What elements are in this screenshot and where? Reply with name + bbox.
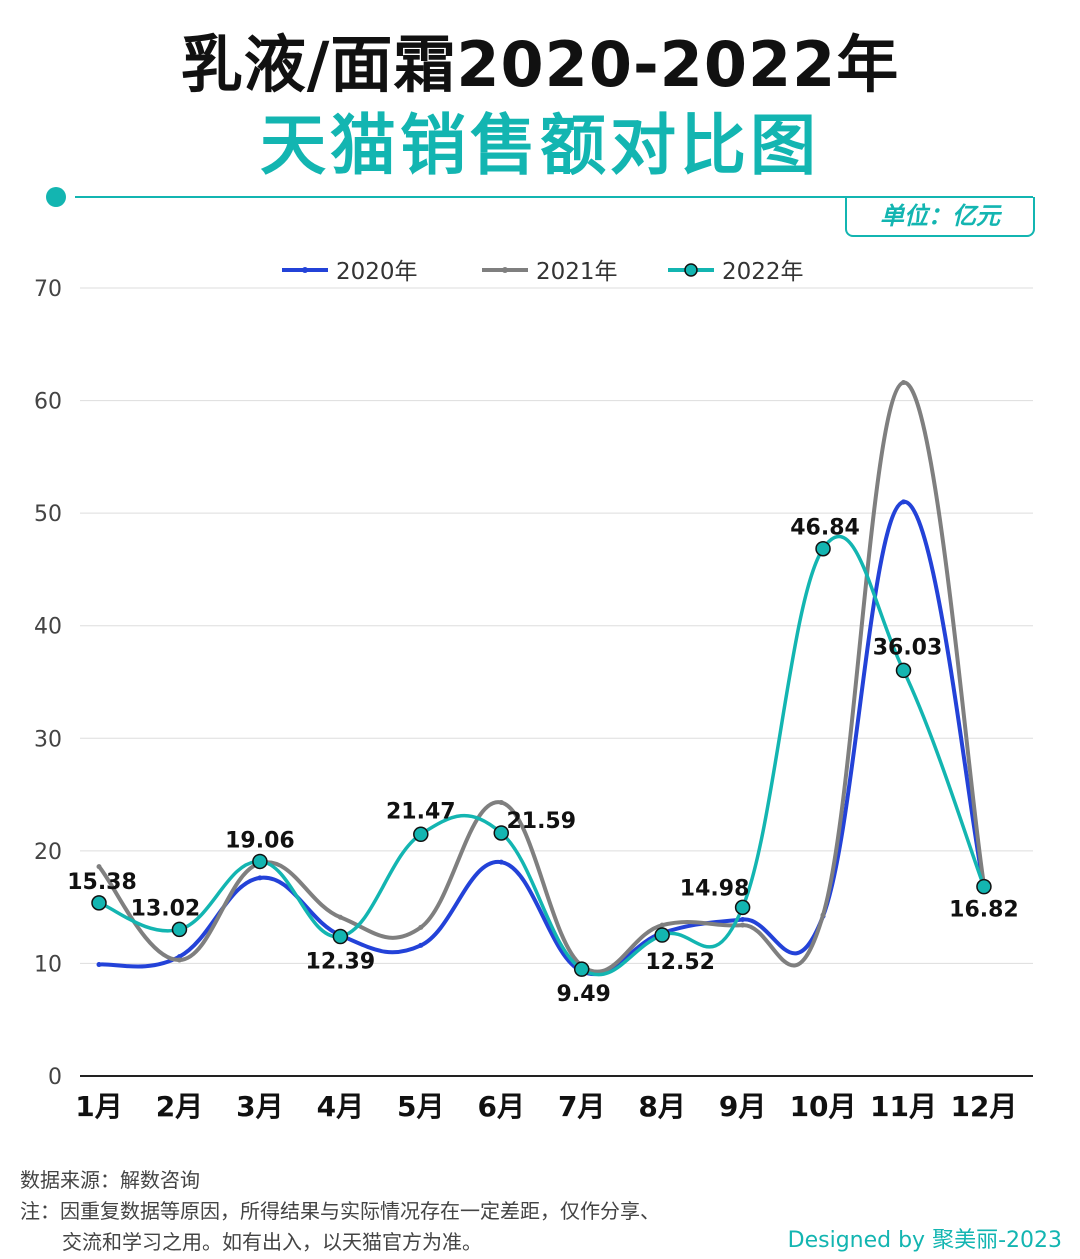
- data-point: [96, 864, 102, 870]
- data-point: [252, 853, 268, 870]
- data-point: [901, 380, 906, 386]
- legend-marker: [302, 267, 308, 273]
- decor-dot: [46, 187, 66, 207]
- data-label: 21.47: [386, 799, 456, 824]
- note-line-1: 注：因重复数据等原因，所得结果与实际情况存在一定差距，仅作分享、: [20, 1199, 660, 1223]
- unit-label: 单位：亿元: [845, 197, 1035, 237]
- legend-marker: [684, 263, 698, 277]
- data-point: [413, 826, 429, 843]
- legend-label: 2020年: [336, 259, 418, 285]
- data-point: [176, 957, 182, 963]
- signature: Designed by 聚美丽-2023: [787, 1228, 1062, 1253]
- data-point: [901, 499, 906, 505]
- data-point: [654, 927, 670, 943]
- legend-marker: [502, 267, 508, 273]
- data-label: 36.03: [873, 635, 943, 660]
- source-text: 数据来源：解数咨询: [20, 1168, 200, 1192]
- y-tick-label: 20: [34, 840, 62, 865]
- x-tick-label: 7月: [558, 1090, 605, 1123]
- data-point: [91, 895, 107, 911]
- divider: [75, 196, 1033, 198]
- data-point: [257, 875, 263, 881]
- data-point: [895, 662, 912, 679]
- data-point: [734, 899, 751, 916]
- x-tick-label: 4月: [317, 1090, 364, 1123]
- legend-label: 2022年: [722, 259, 804, 285]
- x-tick-label: 9月: [719, 1090, 766, 1123]
- x-tick-label: 3月: [236, 1090, 283, 1123]
- x-tick-label: 5月: [397, 1090, 444, 1123]
- y-tick-label: 0: [48, 1065, 62, 1090]
- data-point: [493, 825, 509, 841]
- y-tick-label: 10: [34, 952, 62, 977]
- note-line-2: 交流和学习之用。如有出入，以天猫官方为准。: [62, 1230, 482, 1254]
- x-tick-label: 8月: [638, 1090, 685, 1123]
- y-tick-label: 70: [34, 277, 62, 302]
- data-point: [815, 540, 831, 557]
- y-tick-label: 60: [34, 390, 62, 415]
- x-tick-label: 12月: [950, 1090, 1017, 1123]
- x-tick-label: 11月: [870, 1090, 937, 1123]
- title-line-2: 天猫销售额对比图: [260, 107, 820, 184]
- data-point: [332, 928, 349, 945]
- data-point: [337, 914, 343, 920]
- data-point: [659, 922, 665, 928]
- y-tick-label: 30: [34, 727, 62, 752]
- data-point: [573, 961, 590, 977]
- data-point: [418, 924, 424, 930]
- x-tick-label: 10月: [790, 1090, 857, 1123]
- legend-label: 2021年: [536, 259, 618, 285]
- data-point: [171, 921, 188, 938]
- data-label: 12.39: [306, 950, 376, 975]
- data-label: 15.38: [67, 870, 137, 895]
- data-point: [498, 859, 504, 865]
- data-point: [96, 962, 102, 968]
- y-tick-label: 40: [34, 615, 62, 640]
- x-tick-label: 1月: [75, 1090, 122, 1123]
- data-label: 14.98: [680, 876, 750, 901]
- data-point: [976, 878, 992, 895]
- x-tick-label: 6月: [478, 1090, 525, 1123]
- data-label: 19.06: [225, 828, 295, 853]
- data-point: [820, 912, 826, 918]
- data-point: [498, 799, 504, 805]
- data-label: 12.52: [645, 950, 715, 975]
- data-label: 13.02: [131, 896, 201, 921]
- data-point: [740, 922, 746, 928]
- data-label: 16.82: [949, 898, 1019, 923]
- data-label: 46.84: [790, 516, 860, 541]
- data-point: [418, 942, 424, 948]
- y-tick-label: 50: [34, 502, 62, 527]
- series-line-2021年: [97, 380, 986, 974]
- data-label: 21.59: [506, 809, 576, 834]
- title-line-1: 乳液/面霜2020-2022年: [180, 28, 900, 101]
- data-point: [740, 917, 746, 923]
- data-label: 9.49: [557, 982, 611, 1007]
- x-tick-label: 2月: [156, 1090, 203, 1123]
